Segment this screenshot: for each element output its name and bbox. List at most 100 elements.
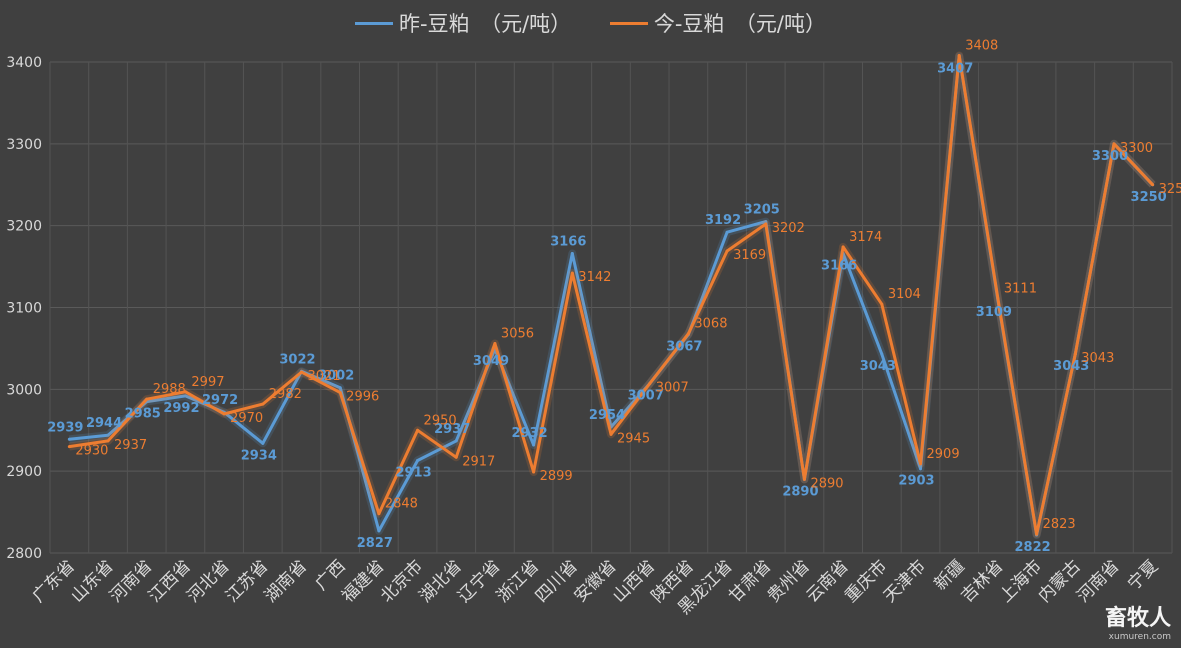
data-point	[957, 53, 961, 57]
data-point	[454, 439, 458, 443]
data-label-yesterday: 3067	[666, 340, 702, 355]
data-label-yesterday: 3002	[318, 369, 354, 384]
data-point	[1151, 183, 1155, 187]
data-label-yesterday: 3049	[473, 354, 509, 369]
data-label-yesterday: 2827	[357, 536, 393, 551]
x-tick-label: 云南省	[802, 556, 852, 606]
data-point	[532, 470, 536, 474]
data-label-today: 3007	[656, 381, 689, 396]
data-label-today: 3408	[965, 38, 998, 53]
data-point	[919, 462, 923, 466]
data-label-yesterday: 2913	[395, 466, 431, 481]
x-tick-label: 江苏省	[222, 556, 272, 606]
data-point	[996, 296, 1000, 300]
data-label-yesterday: 2939	[47, 420, 83, 435]
x-tick-label: 四川省	[532, 556, 582, 606]
x-tick-label: 河南省	[106, 556, 156, 606]
series-glow	[68, 52, 1156, 539]
data-label-today: 3068	[694, 317, 727, 332]
x-tick-label: 江西省	[145, 556, 195, 606]
data-label-today: 2996	[346, 390, 379, 405]
data-label-yesterday: 2972	[202, 393, 238, 408]
data-label-yesterday: 3250	[1131, 190, 1167, 205]
data-point	[648, 382, 652, 386]
data-label-today: 3111	[1004, 281, 1037, 296]
data-point	[686, 332, 690, 336]
data-label-yesterday: 3192	[705, 213, 741, 228]
legend-swatch-yesterday	[355, 21, 393, 25]
data-label-today: 2848	[385, 497, 418, 512]
data-label-today: 3174	[849, 230, 882, 245]
legend-item-yesterday: 昨-豆粕 （元/吨）	[355, 8, 571, 38]
data-point	[183, 390, 187, 394]
x-tick-label: 河北省	[183, 556, 233, 606]
data-label-today: 2945	[617, 431, 650, 446]
data-label-yesterday: 2954	[589, 408, 625, 423]
x-tick-label: 湖北省	[416, 556, 466, 606]
x-tick-label: 山西省	[609, 556, 659, 606]
data-point	[802, 477, 806, 481]
data-label-today: 2937	[114, 438, 147, 453]
x-tick-label: 福建省	[338, 556, 388, 606]
x-tick-label: 广东省	[29, 556, 79, 606]
data-label-yesterday: 3043	[1053, 359, 1089, 374]
series-glow	[68, 51, 1156, 539]
y-tick-label: 2900	[6, 464, 42, 480]
data-point	[1112, 142, 1116, 146]
data-point	[338, 391, 342, 395]
x-tick-label: 重庆市	[841, 556, 891, 606]
data-point	[919, 467, 923, 471]
data-point	[377, 529, 381, 533]
data-label-today: 3056	[501, 327, 534, 342]
data-point	[609, 432, 613, 436]
data-point	[106, 439, 110, 443]
data-point	[880, 302, 884, 306]
data-point	[145, 397, 149, 401]
x-tick-label: 山东省	[67, 556, 117, 606]
x-tick-label: 甘肃省	[725, 556, 775, 606]
data-point	[532, 443, 536, 447]
y-tick-label: 2800	[6, 546, 42, 562]
data-label-today: 3104	[888, 287, 921, 302]
data-label-yesterday: 2985	[125, 407, 161, 422]
x-tick-label: 吉林省	[957, 556, 1007, 606]
data-label-today: 2890	[810, 476, 843, 491]
data-point	[416, 428, 420, 432]
data-label-yesterday: 2822	[1014, 540, 1050, 555]
legend-swatch-today	[609, 21, 648, 25]
data-label-today: 3021	[307, 369, 340, 384]
data-point	[261, 402, 265, 406]
data-point	[183, 394, 187, 398]
data-label-yesterday: 2934	[241, 448, 277, 463]
data-point	[338, 386, 342, 390]
data-point	[67, 445, 71, 449]
data-label-today: 2823	[1043, 517, 1076, 532]
x-tick-label: 天津市	[880, 556, 930, 606]
data-label-today: 2899	[540, 469, 573, 484]
legend-label-yesterday: 昨-豆粕 （元/吨）	[399, 12, 572, 36]
data-point	[764, 220, 768, 224]
data-label-today: 3169	[733, 248, 766, 263]
data-label-today: 2909	[927, 447, 960, 462]
data-point	[841, 245, 845, 249]
data-point	[1035, 532, 1039, 536]
data-label-today: 2930	[75, 444, 108, 459]
y-tick-label: 3300	[6, 137, 42, 153]
data-label-yesterday: 3205	[744, 203, 780, 218]
y-tick-label: 3400	[6, 55, 42, 71]
watermark-brand: 畜牧人	[1104, 606, 1171, 631]
x-tick-label: 浙江省	[493, 556, 543, 606]
series-line-yesterday	[69, 54, 1154, 537]
data-label-yesterday: 3407	[937, 61, 973, 76]
data-point	[493, 342, 497, 346]
data-label-today: 3250	[1159, 182, 1181, 197]
data-point	[454, 455, 458, 459]
data-label-today: 2982	[269, 387, 302, 402]
chart-legend: 昨-豆粕 （元/吨） 今-豆粕 （元/吨）	[0, 8, 1181, 38]
data-label-yesterday: 2937	[434, 422, 470, 437]
x-tick-label: 北京市	[377, 556, 427, 606]
data-label-yesterday: 3007	[628, 389, 664, 404]
data-label-today: 3202	[772, 221, 805, 236]
x-tick-label: 安徽省	[570, 556, 620, 606]
